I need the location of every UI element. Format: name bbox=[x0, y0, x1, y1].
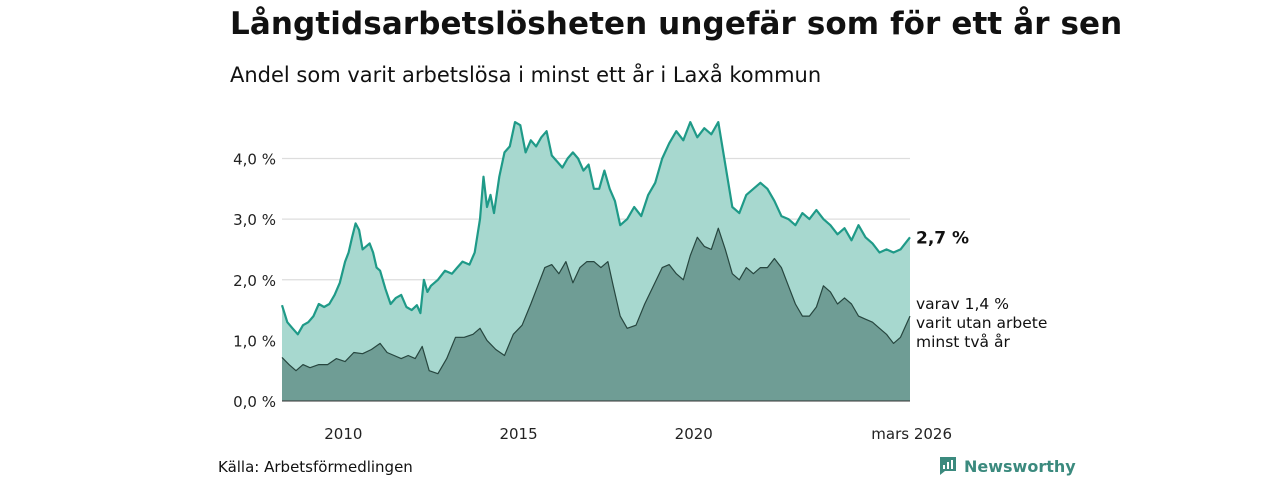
source-note: Källa: Arbetsförmedlingen bbox=[218, 458, 413, 476]
end-label-two-years: varav 1,4 % varit utan arbete minst två år bbox=[916, 295, 1047, 351]
chart-subtitle: Andel som varit arbetslösa i minst ett å… bbox=[230, 63, 822, 87]
newsworthy-icon bbox=[940, 457, 956, 475]
y-axis-tick-labels: 0,0 % 1,0 % 2,0 % 3,0 % 4,0 % bbox=[233, 151, 276, 412]
line-unemployed-two-years bbox=[281, 227, 911, 375]
line-long-term-unemployed bbox=[280, 121, 911, 336]
x-tick-label: 2010 bbox=[324, 425, 362, 443]
end-label-line: varit utan arbete bbox=[916, 314, 1047, 332]
x-tick-label: 2015 bbox=[499, 425, 537, 443]
y-tick-label: 0,0 % bbox=[233, 393, 276, 411]
brand-name: Newsworthy bbox=[964, 456, 1076, 476]
x-axis-tick-labels: 2010 2015 2020 mars 2026 bbox=[324, 425, 952, 443]
y-tick-label: 1,0 % bbox=[233, 332, 276, 350]
x-tick-label: 2020 bbox=[675, 425, 713, 443]
end-label-line: varav 1,4 % bbox=[916, 295, 1009, 313]
end-label-line: minst två år bbox=[916, 333, 1010, 351]
x-tick-label: mars 2026 bbox=[871, 425, 952, 443]
newsworthy-logo: Newsworthy bbox=[938, 456, 1076, 476]
y-tick-label: 3,0 % bbox=[233, 211, 276, 229]
y-tick-label: 2,0 % bbox=[233, 272, 276, 290]
end-label-long-term: 2,7 % bbox=[916, 228, 969, 248]
chart-title: Långtidsarbetslösheten ungefär som för e… bbox=[230, 6, 1123, 42]
y-tick-label: 4,0 % bbox=[233, 151, 276, 169]
area-unemployed-two-years bbox=[282, 228, 910, 401]
